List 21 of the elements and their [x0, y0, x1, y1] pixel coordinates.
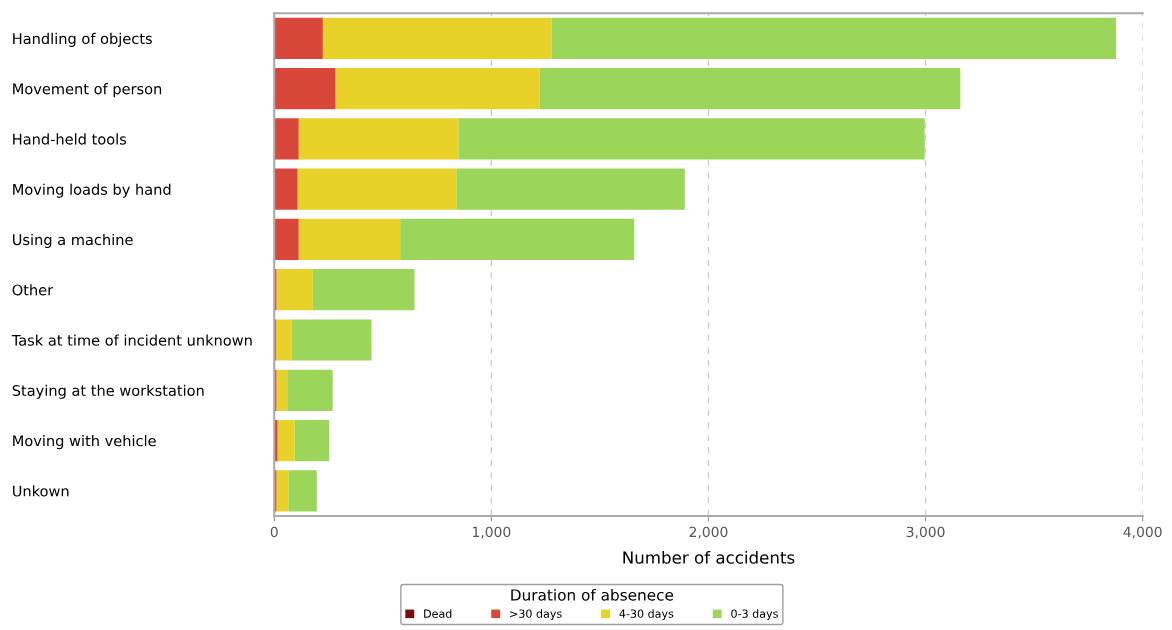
y-tick-label: Task at time of incident unknown: [11, 334, 252, 346]
y-tick-label: Staying at the workstation: [12, 384, 204, 399]
legend-label: 4-30 days: [619, 609, 674, 620]
y-tick-label: Hand-held tools: [13, 133, 127, 145]
legend-label: 0-3 days: [731, 609, 778, 620]
y-tick-label: Unkown: [13, 485, 69, 497]
legend-title: Duration of absenece: [511, 588, 674, 601]
y-tick-label: Handling of objects: [13, 32, 152, 47]
y-tick-label: Moving loads by hand: [13, 183, 171, 198]
y-tick-label: Moving with vehicle: [13, 435, 156, 450]
y-tick-label: Other: [12, 284, 54, 296]
y-tick-label: Movement of person: [13, 83, 162, 98]
x-tick-label: 2,000: [689, 526, 728, 539]
legend-label: >30 days: [510, 609, 562, 620]
x-tick-label: 4,000: [1123, 526, 1162, 539]
x-tick-label: 0: [270, 526, 278, 538]
x-tick-label: 1,000: [473, 526, 511, 539]
x-axis-title: Number of accidents: [623, 550, 795, 564]
x-tick-label: 3,000: [906, 526, 945, 539]
legend-label: Dead: [424, 609, 452, 618]
y-tick-label: Using a machine: [13, 233, 133, 249]
